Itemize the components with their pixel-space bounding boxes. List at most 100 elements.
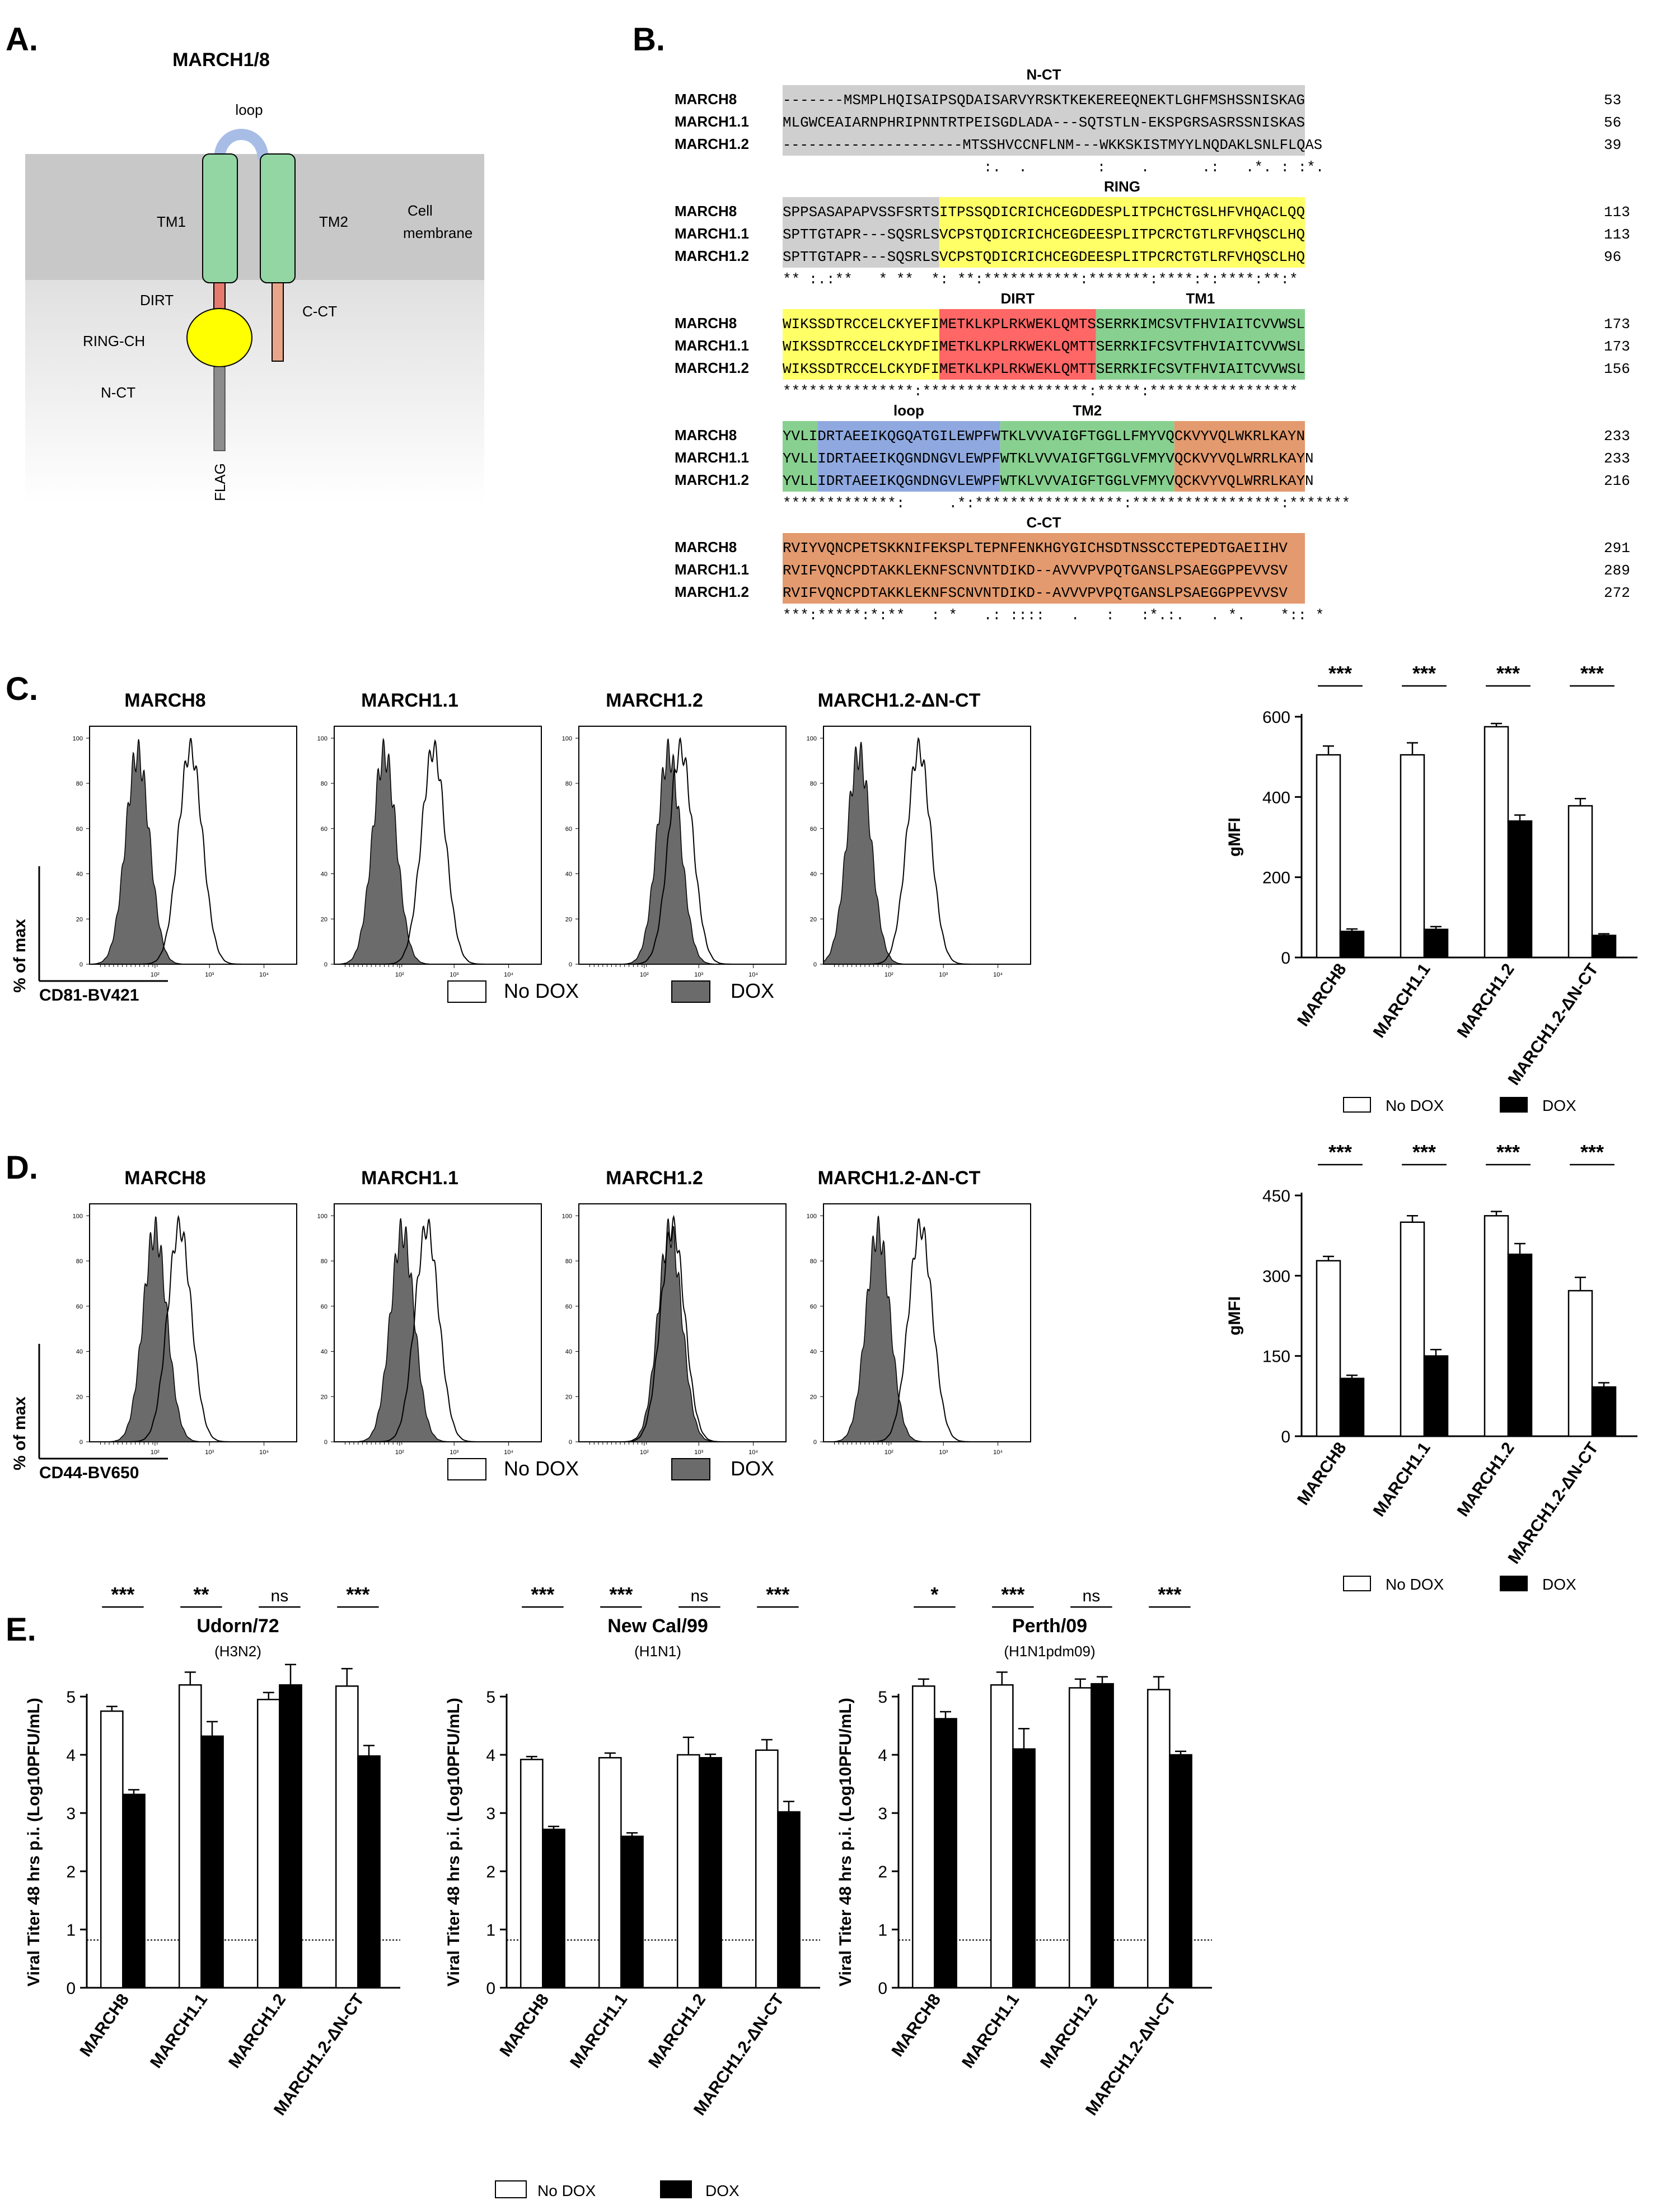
bar-category-label: MARCH1.2: [225, 1991, 289, 2072]
bar-nodox: [911, 1685, 935, 1989]
panel-e: E. Udorn/72 (H3N2) 0 1 2 3 4 5 *** MARCH8 ** MARCH1…: [6, 1583, 1212, 2199]
histogram-title: MARCH1.2-ΔN-CT: [818, 1167, 981, 1189]
histogram-frame: [823, 1203, 1031, 1442]
e-chart-title: Perth/09: [1012, 1615, 1087, 1637]
hist-y-tick: 40: [565, 871, 572, 878]
histogram-frame: [89, 1203, 297, 1442]
significance-label: ns: [271, 1587, 289, 1605]
sequence-residues: MLGWCEAIARNPHRIPNNTRTPEISGDLADA---SQTSTL…: [783, 114, 1305, 131]
bar-dox: [200, 1735, 224, 1989]
tm2-helix: [260, 153, 296, 283]
sequence-name: MARCH1.2: [675, 583, 749, 600]
legend-swatch-nodox: [447, 980, 486, 1003]
hist-x-tick: 10³: [205, 971, 214, 978]
bar-nodox: [1567, 805, 1593, 959]
hist-x-tick: 10³: [939, 1449, 948, 1456]
hist-y-tick: 80: [810, 1258, 817, 1265]
nct-tail: [213, 366, 226, 451]
significance-label: ***: [1412, 662, 1436, 685]
hist-y-tick: 60: [810, 826, 817, 833]
sequence-residues: SPPSASAPAPVSSFSRTSITPSSQDICRICHCEGDDESPL…: [783, 204, 1305, 221]
bar-dox: [1507, 1253, 1533, 1437]
significance-label: ***: [1328, 1141, 1352, 1164]
bar-y-tick-label: 1: [878, 1921, 887, 1940]
bar-dox: [1423, 928, 1449, 959]
histogram-nodox-curve: [823, 1217, 1031, 1442]
hist-x-tick: 10⁴: [993, 971, 1003, 978]
bar-dox: [122, 1793, 146, 1989]
hist-x-tick: 10³: [694, 1449, 703, 1456]
hist-x-tick: 10⁴: [504, 1449, 513, 1456]
bar-legend-swatch-nodox: [1343, 1576, 1371, 1591]
histogram-title: MARCH1.2: [606, 1167, 703, 1189]
alignment-region-cct: [1174, 421, 1305, 492]
hist-y-tick: 0: [569, 1439, 572, 1446]
tm1-helix: [202, 153, 238, 283]
bar-y-tick-label: 2: [66, 1863, 76, 1881]
cell-membrane: [25, 154, 484, 280]
alignment-region-tm: [783, 421, 818, 492]
bar-dox: [1591, 935, 1617, 959]
sequence-name: MARCH8: [675, 91, 737, 108]
loop-label: loop: [235, 101, 263, 118]
bar-category-label: MARCH1.1: [147, 1991, 211, 2072]
hist-x-tick: 10⁴: [504, 971, 513, 978]
hist-x-tick: 10⁴: [259, 971, 269, 978]
sequence-position: 173: [1604, 338, 1630, 355]
e-chart-title: New Cal/99: [607, 1615, 708, 1637]
cytoplasm: [25, 280, 484, 504]
bar-nodox: [1484, 1215, 1509, 1437]
bar-y-axis-label: gMFI: [1225, 1296, 1244, 1335]
histogram-title: MARCH8: [124, 1167, 205, 1189]
region-label: TM1: [1186, 290, 1215, 307]
bar-category-label: MARCH8: [496, 1991, 553, 2060]
hist-y-tick: 0: [813, 1439, 817, 1446]
legend-label-dox: DOX: [731, 979, 774, 1002]
bar-dox: [357, 1755, 381, 1989]
alignment-region-tm1: [1096, 309, 1305, 380]
bar-category-label: MARCH1.2: [1454, 960, 1518, 1041]
bar-category-label: MARCH1.2-ΔN-CT: [690, 1991, 788, 2119]
e-chart-subtitle: (H1N1): [634, 1643, 681, 1660]
y-axis-label: % of max: [11, 1396, 29, 1470]
bar-y-tick-label: 4: [66, 1746, 76, 1765]
region-label: N-CT: [1026, 66, 1061, 83]
hist-y-tick: 80: [321, 1258, 327, 1265]
bar-category-label: MARCH1.2-ΔN-CT: [1505, 1439, 1602, 1567]
significance-label: ***: [766, 1583, 789, 1606]
hist-y-tick: 80: [565, 781, 572, 787]
tm2-label: TM2: [319, 213, 348, 230]
hist-y-tick: 100: [317, 735, 327, 742]
nct-label: N-CT: [101, 384, 135, 401]
significance-label: ***: [531, 1583, 554, 1606]
e-legend-label-dox: DOX: [705, 2182, 740, 2199]
sequence-name: MARCH1.1: [675, 113, 749, 130]
hist-y-tick: 20: [76, 916, 83, 923]
membrane-label-1: Cell: [408, 202, 433, 219]
sequence-position: 96: [1604, 249, 1621, 265]
sequence-position: 113: [1604, 204, 1630, 221]
sequence-position: 291: [1604, 540, 1630, 557]
hist-y-tick: 100: [73, 735, 83, 742]
legend-swatch-dox: [671, 980, 710, 1003]
histogram-title: MARCH1.1: [361, 1167, 458, 1189]
hist-y-tick: 0: [324, 1439, 327, 1446]
sequence-residues: YVLLIDRTAEEIKQGNDNGVLEWPFWTKLVVVAIGFTGGL…: [783, 473, 1314, 489]
panel-a: A. MARCH1/8 loop TM1 TM2 Cell membrane D…: [6, 21, 484, 504]
alignment-region-tm2: [1000, 421, 1174, 492]
bar-category-label: MARCH1.1: [1370, 960, 1434, 1041]
significance-label: ***: [1580, 1141, 1604, 1164]
hist-y-tick: 20: [810, 1394, 817, 1400]
hist-y-tick: 80: [810, 781, 817, 787]
sequence-name: MARCH1.2: [675, 359, 749, 376]
hist-x-tick: 10⁴: [748, 971, 758, 978]
bar-nodox: [1316, 1260, 1341, 1437]
x-axis-label: CD81-BV421: [39, 986, 139, 1005]
histogram-nodox-curve: [90, 1214, 297, 1442]
bar-legend-label-nodox: No DOX: [1386, 1097, 1444, 1114]
dirt-label: DIRT: [140, 292, 174, 309]
hist-x-tick: 10²: [640, 1449, 649, 1456]
significance-label: ***: [1001, 1583, 1024, 1606]
bar-dox: [699, 1756, 722, 1989]
